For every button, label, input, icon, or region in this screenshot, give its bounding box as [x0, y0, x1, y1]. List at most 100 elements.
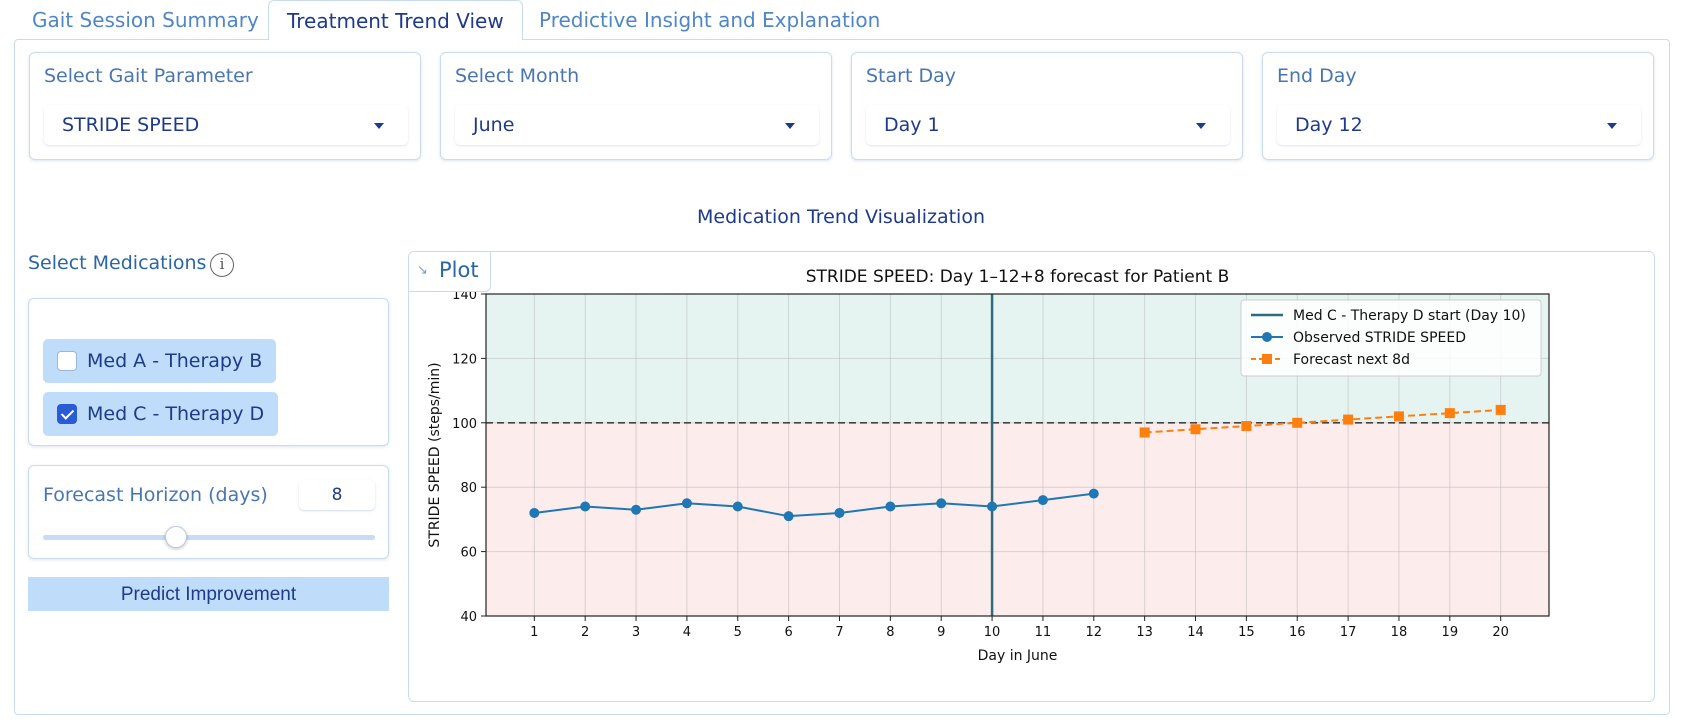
end-day-filter: End Day Day 12 [1262, 52, 1654, 160]
y-tick-label: 60 [460, 546, 477, 561]
x-tick-label: 7 [835, 625, 843, 640]
x-tick-label: 20 [1492, 625, 1509, 640]
tab-predictive-insight[interactable]: Predictive Insight and Explanation [539, 8, 881, 32]
x-tick-label: 14 [1187, 625, 1204, 640]
info-icon[interactable]: i [210, 253, 234, 277]
legend-label: Med C - Therapy D start (Day 10) [1293, 308, 1526, 324]
forecast-series-line [1144, 408, 1501, 434]
observed-point [1037, 495, 1048, 506]
start-day-value: Day 1 [884, 114, 940, 136]
med-c-checkbox[interactable]: Med C - Therapy D [43, 392, 279, 436]
end-day-select[interactable]: Day 12 [1277, 105, 1641, 145]
chevron-down-icon [1196, 123, 1206, 129]
forecast-point [1343, 414, 1354, 425]
chevron-down-icon [785, 123, 795, 129]
tab-treatment-trend-view[interactable]: Treatment Trend View [268, 0, 523, 40]
observed-point [783, 511, 794, 522]
forecast-horizon-label: Forecast Horizon (days) [43, 484, 268, 506]
y-tick-label: 100 [452, 417, 477, 432]
medication-checklist: Med A - Therapy B Med C - Therapy D [28, 298, 389, 446]
forecast-point [1241, 421, 1252, 432]
x-tick-label: 17 [1340, 625, 1357, 640]
observed-point [936, 498, 947, 509]
gait-parameter-select[interactable]: STRIDE SPEED [44, 105, 408, 145]
month-value: June [473, 114, 515, 136]
observed-point [631, 504, 642, 515]
forecast-point [1190, 424, 1201, 435]
observed-point [529, 507, 540, 518]
med-a-label: Med A - Therapy B [87, 350, 263, 372]
x-axis-label: Day in June [978, 648, 1058, 664]
forecast-point [1495, 404, 1506, 415]
x-tick-label: 19 [1442, 625, 1459, 640]
forecast-point [1139, 427, 1150, 438]
observed-point [580, 501, 591, 512]
med-c-label: Med C - Therapy D [87, 403, 265, 425]
y-axis-label: STRIDE SPEED (steps/min) [427, 362, 443, 547]
plot-panel: ↘ Plot STRIDE SPEED: Day 1–12+8 forecast… [408, 251, 1655, 702]
forecast-point [1444, 408, 1455, 419]
med-a-checkbox[interactable]: Med A - Therapy B [43, 339, 277, 383]
forecast-horizon-slider-track[interactable] [43, 535, 375, 540]
x-tick-label: 4 [683, 625, 691, 640]
observed-point [681, 498, 692, 509]
gait-parameter-filter: Select Gait Parameter STRIDE SPEED [29, 52, 421, 160]
trend-chart: STRIDE SPEED: Day 1–12+8 forecast for Pa… [427, 267, 1550, 664]
plot-tab[interactable]: ↘ Plot [409, 252, 491, 292]
select-medications-label: Select Medications [28, 252, 207, 274]
x-tick-label: 10 [984, 625, 1001, 640]
plot-tab-label: Plot [439, 258, 479, 282]
start-day-filter: Start Day Day 1 [851, 52, 1243, 160]
below-target-region [486, 422, 1549, 616]
legend-observed-marker [1262, 332, 1272, 342]
month-label: Select Month [455, 65, 580, 87]
viz-title: Medication Trend Visualization [697, 206, 985, 228]
observed-point [987, 501, 998, 512]
x-tick-label: 11 [1035, 625, 1052, 640]
observed-point [885, 501, 896, 512]
forecast-horizon-control: Forecast Horizon (days) 8 [28, 465, 389, 559]
tab-bar: Gait Session Summary Treatment Trend Vie… [0, 0, 1685, 40]
observed-point [1088, 488, 1099, 499]
forecast-point [1393, 411, 1404, 422]
x-tick-label: 5 [734, 625, 742, 640]
tab-gait-session-summary[interactable]: Gait Session Summary [32, 8, 259, 32]
start-day-select[interactable]: Day 1 [866, 105, 1230, 145]
observed-series-line [534, 492, 1094, 518]
observed-point [732, 501, 743, 512]
month-filter: Select Month June [440, 52, 832, 160]
forecast-horizon-slider-thumb[interactable] [164, 526, 187, 548]
predict-improvement-button[interactable]: Predict Improvement [28, 577, 389, 611]
axes-frame [485, 293, 1550, 617]
x-tick-label: 18 [1391, 625, 1408, 640]
forecast-point [1292, 417, 1303, 428]
checkbox-unchecked-icon [57, 351, 77, 371]
y-tick-label: 40 [460, 610, 477, 625]
observed-point [834, 507, 845, 518]
legend-forecast-marker [1262, 354, 1272, 364]
x-tick-label: 13 [1136, 625, 1153, 640]
x-tick-label: 2 [581, 625, 589, 640]
y-tick-label: 80 [460, 481, 477, 496]
x-tick-label: 12 [1086, 625, 1103, 640]
start-day-label: Start Day [866, 65, 956, 87]
month-select[interactable]: June [455, 105, 819, 145]
forecast-horizon-input[interactable]: 8 [299, 480, 375, 510]
x-tick-label: 1 [530, 625, 538, 640]
x-tick-label: 16 [1289, 625, 1306, 640]
x-tick-label: 8 [886, 625, 894, 640]
x-tick-label: 6 [784, 625, 792, 640]
x-tick-label: 3 [632, 625, 640, 640]
end-day-value: Day 12 [1295, 114, 1363, 136]
x-tick-label: 15 [1238, 625, 1255, 640]
y-tick-label: 120 [452, 352, 477, 367]
x-tick-label: 9 [937, 625, 945, 640]
legend-label: Observed STRIDE SPEED [1293, 330, 1466, 346]
checkbox-checked-icon [57, 404, 77, 424]
chevron-down-icon [374, 123, 384, 129]
legend-label: Forecast next 8d [1293, 352, 1410, 368]
chevron-down-icon [1607, 123, 1617, 129]
gait-parameter-label: Select Gait Parameter [44, 65, 253, 87]
end-day-label: End Day [1277, 65, 1357, 87]
gait-parameter-value: STRIDE SPEED [62, 114, 200, 136]
